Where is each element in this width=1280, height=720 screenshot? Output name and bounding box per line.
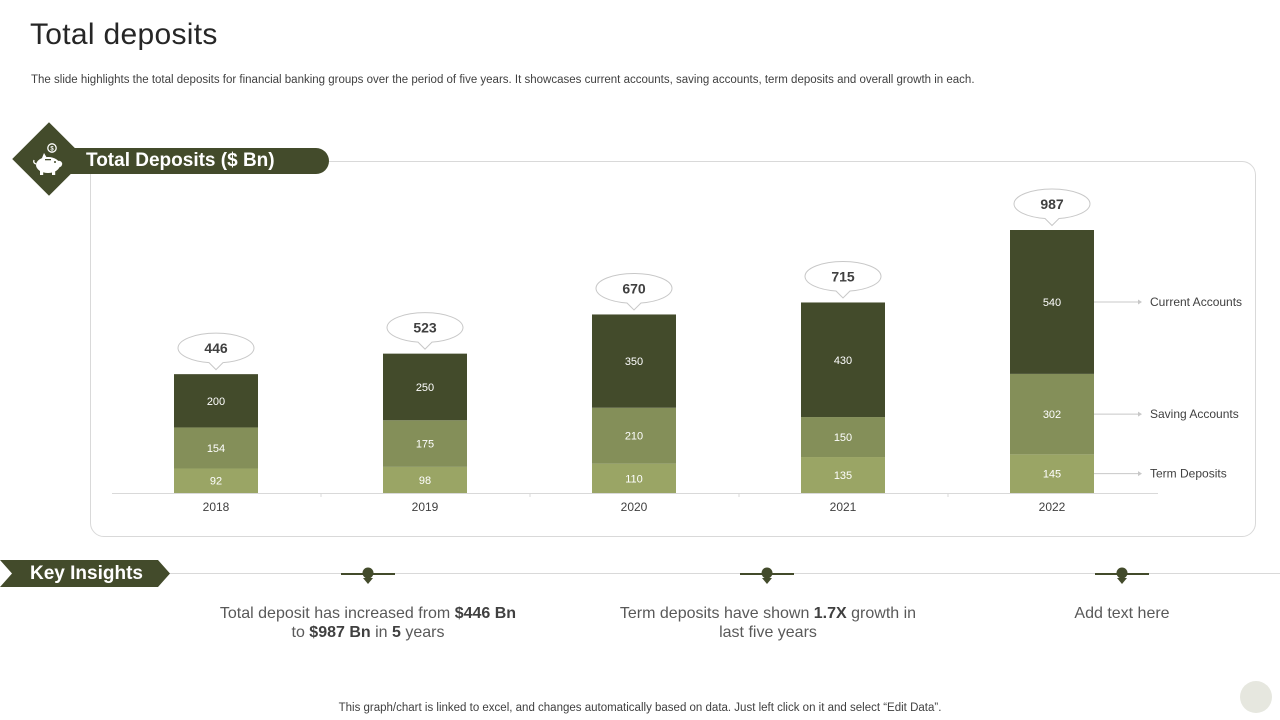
total-label: 715 [831,268,855,284]
bar-data-label: 92 [210,476,222,488]
x-tick-label: 2020 [621,500,648,514]
bar-data-label: 210 [625,431,643,443]
bar-segment[interactable] [174,427,258,469]
bar-data-label: 98 [419,475,431,487]
insight-text-run: years [400,624,445,641]
total-callout [595,272,673,311]
x-tick-label: 2018 [203,500,230,514]
svg-text:$: $ [50,147,54,153]
bar-data-label: 250 [416,382,434,394]
insight-text-run: 5 [392,624,401,641]
bar-segment[interactable] [801,457,885,493]
slide-subtitle: The slide highlights the total deposits … [31,74,975,86]
insight-text-run: $446 Bn [454,605,517,622]
insight-marker-icon [740,567,794,584]
corner-decoration [1240,681,1272,713]
insight-marker-icon [341,567,395,584]
chart-header-banner [50,148,329,174]
x-tick-label: 2019 [412,500,439,514]
total-label: 670 [622,280,646,296]
bar-segment[interactable] [592,407,676,464]
bar-data-label: 302 [1043,409,1061,421]
insight-text-run: $987 Bn [309,624,371,641]
chart-panel [90,161,1256,537]
bar-segment[interactable] [801,417,885,458]
bar-data-label: 150 [834,432,852,444]
insight-marker-icon [1095,567,1149,584]
bar-data-label: 175 [416,439,434,451]
x-tick-label: 2021 [830,500,857,514]
total-label: 446 [204,340,228,356]
insight-text: Add text here [972,604,1272,623]
bar-data-label: 350 [625,356,643,368]
legend-label: Current Accounts [1150,295,1242,309]
insights-title: Key Insights [30,563,143,584]
bar-segment[interactable] [801,302,885,418]
bar-segment[interactable] [174,374,258,428]
bar-segment[interactable] [592,463,676,493]
total-callout [386,312,464,350]
legend-label: Saving Accounts [1150,407,1239,421]
legend-arrow-icon [1138,411,1142,417]
insight-text-run: Add text here [1074,605,1170,622]
insight-text-run: Term deposits have shown [619,605,814,622]
bar-data-label: 110 [625,473,643,485]
legend-label: Term Deposits [1150,467,1227,481]
bar-data-label: 540 [1043,297,1061,309]
bar-segment[interactable] [1010,230,1094,374]
bar-data-label: 145 [1043,469,1061,481]
insight-text-run: growth in last five years [719,605,917,641]
stacked-bar-chart[interactable]: 92 154 200 446 2018 98 175 250 523 2019 110 210 350 6… [0,0,1280,560]
bar-segment[interactable] [383,466,467,493]
bar-data-label: 154 [207,443,225,455]
chart-header-title: Total Deposits ($ Bn) [86,150,275,171]
footer-note: This graph/chart is linked to excel, and… [338,702,942,714]
total-callout [1013,188,1091,227]
bar-data-label: 135 [834,470,852,482]
total-label: 987 [1040,196,1064,212]
bar-segment[interactable] [174,468,258,493]
insight-text-run: 1.7X [813,605,847,622]
insights-divider [160,573,1280,574]
insight-text-run: Total deposit has increased from [219,605,455,622]
bar-segment[interactable] [592,314,676,408]
insight-text-run: to [291,624,310,641]
insights-banner [0,560,170,587]
legend-arrow-icon [1138,471,1142,477]
bar-data-label: 200 [207,396,225,408]
legend-arrow-icon [1138,299,1142,305]
insight-text-run: in [370,624,393,641]
bar-segment[interactable] [1010,373,1094,455]
piggy-bank-icon: $ [33,143,63,175]
total-callout [177,332,255,371]
bar-segment[interactable] [383,420,467,467]
insight-text: Total deposit has increased from $446 Bn… [218,604,518,642]
bar-data-label: 430 [834,355,852,367]
insight-text: Term deposits have shown 1.7X growth in … [618,604,918,642]
total-label: 523 [413,320,437,336]
bar-segment[interactable] [383,353,467,421]
bar-segment[interactable] [1010,454,1094,493]
slide-title: Total deposits [30,18,218,51]
x-tick-label: 2022 [1039,500,1066,514]
total-callout [804,260,882,299]
